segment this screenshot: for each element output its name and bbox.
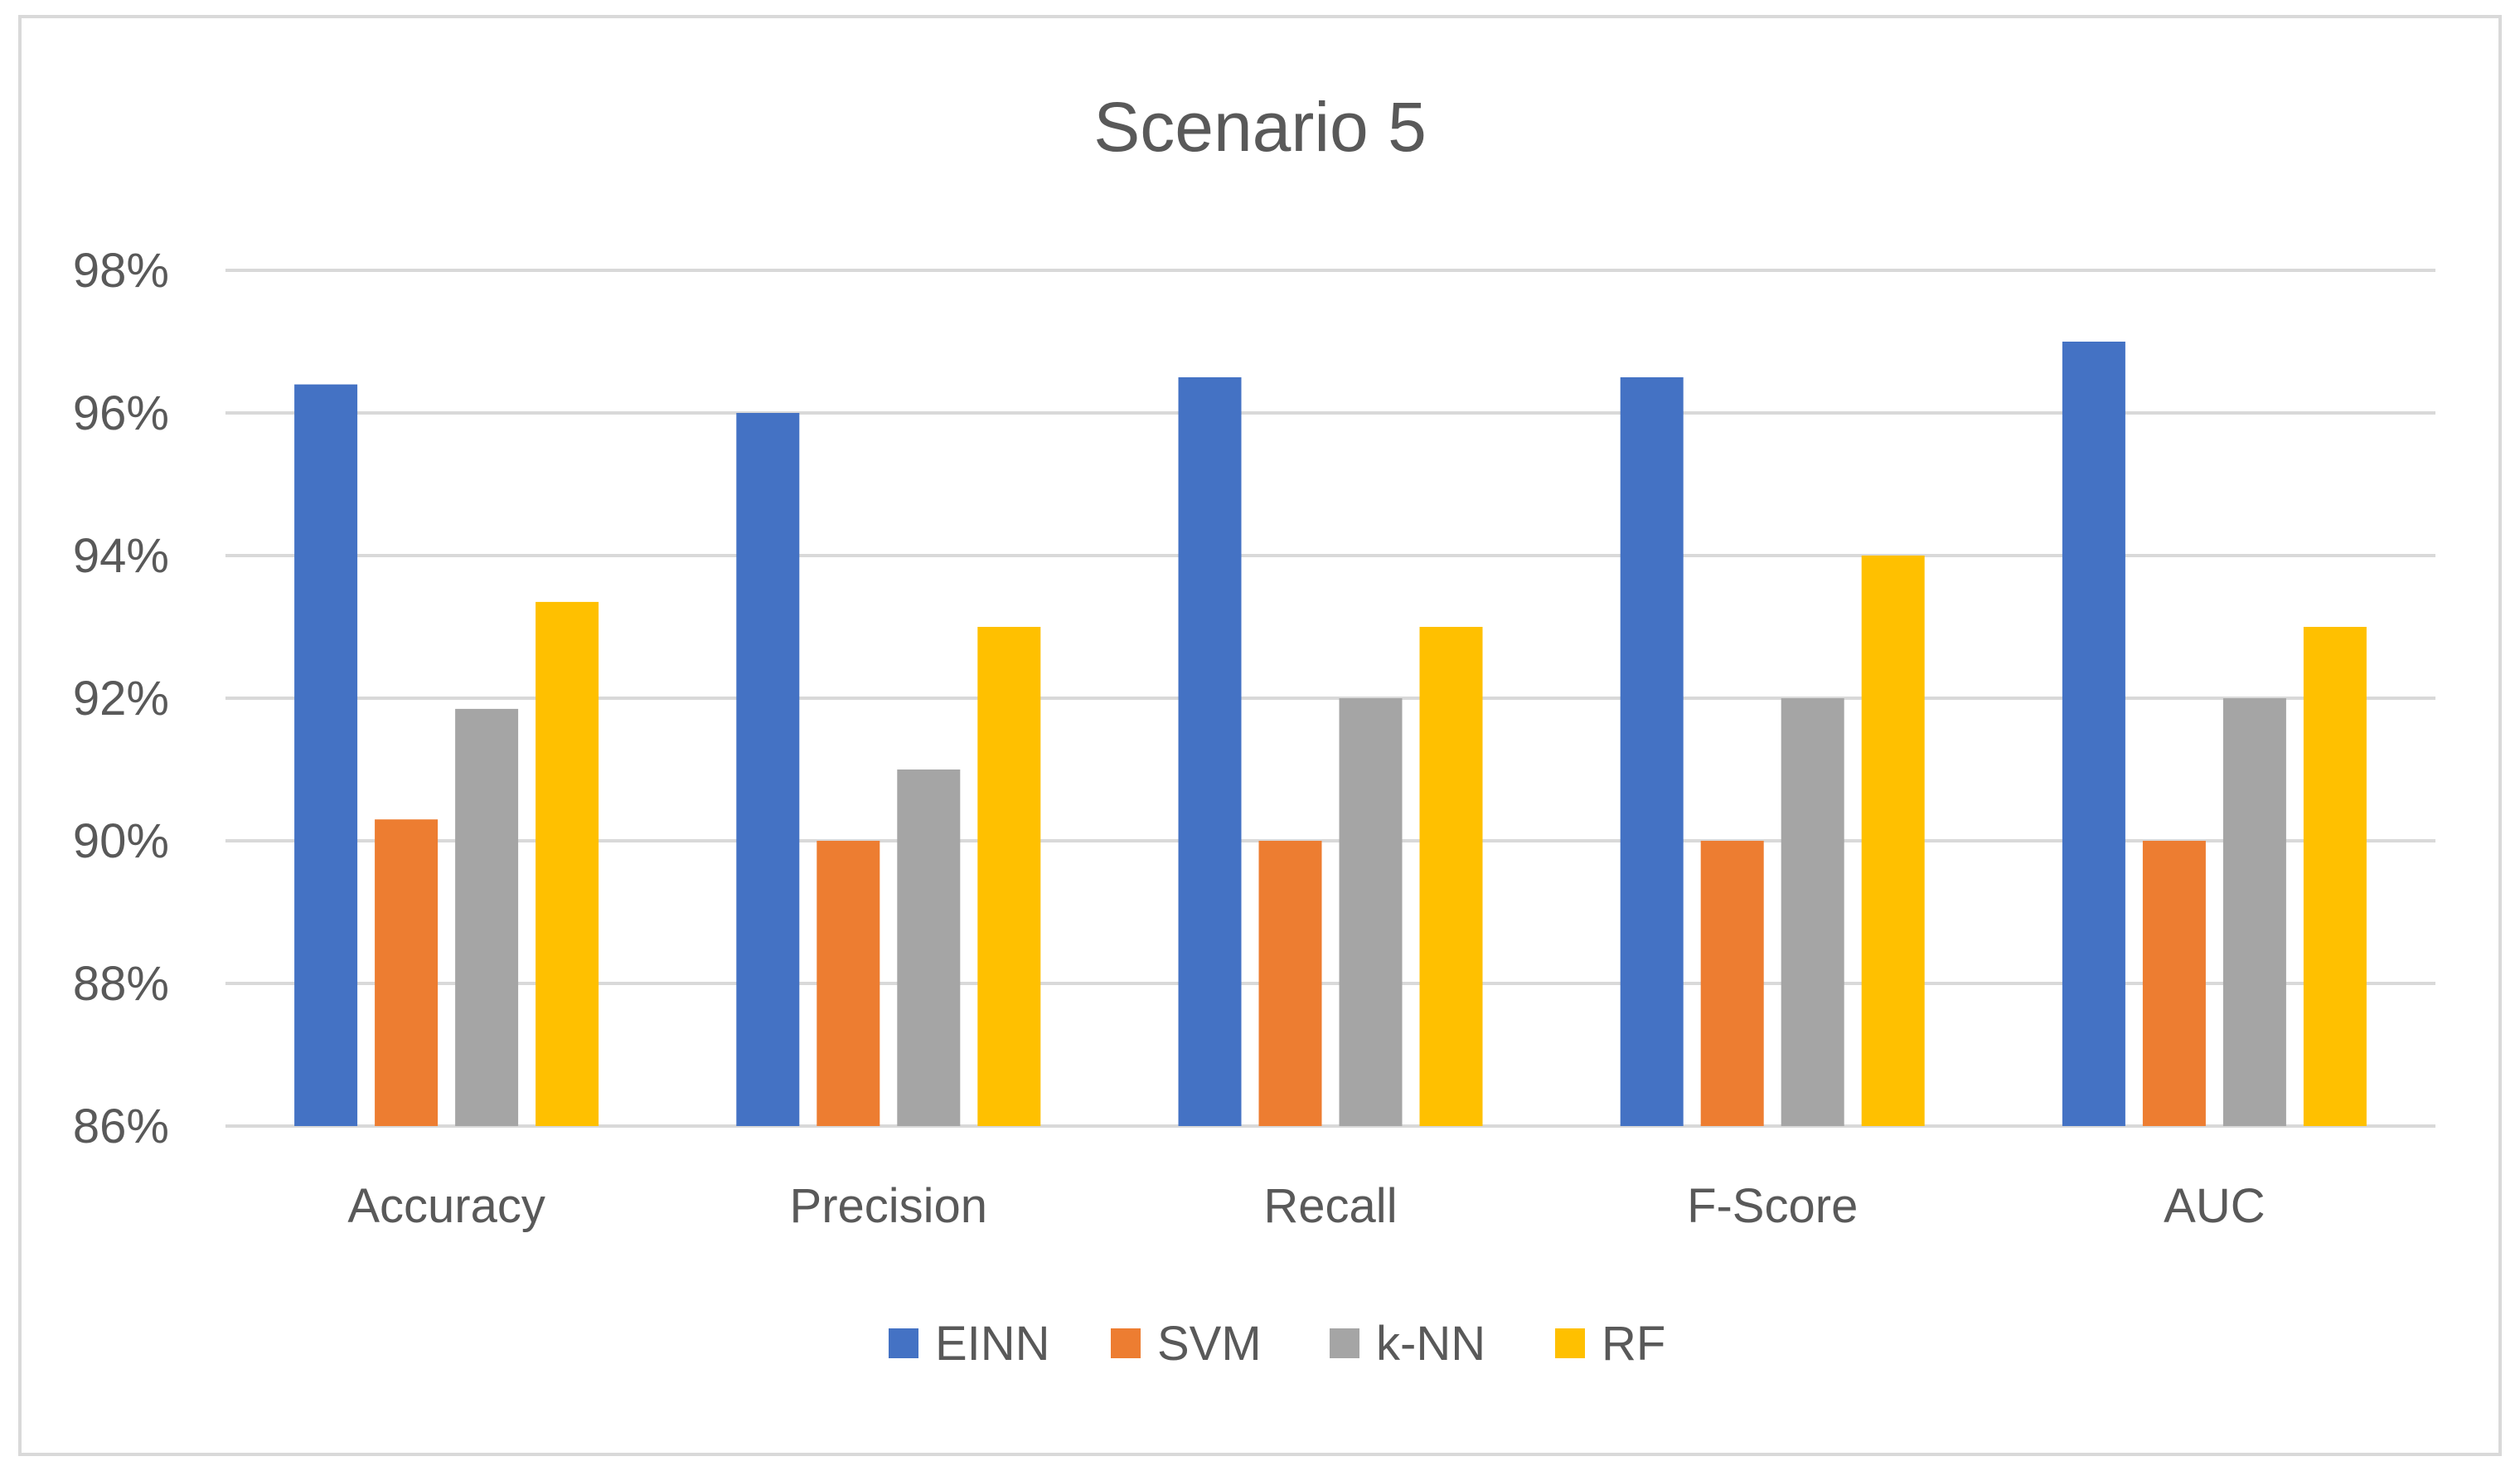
bar-einn-precision [736, 413, 800, 1126]
y-tick-label: 90% [73, 814, 169, 868]
bar-rf-auc [2303, 627, 2367, 1126]
legend-swatch [1330, 1328, 1359, 1358]
y-tick-label: 86% [73, 1100, 169, 1153]
bar-rf-precision [977, 627, 1041, 1126]
y-tick-label: 92% [73, 672, 169, 726]
y-axis-tick-labels: 86% 88% 90% 92% 94% 96% 98% [73, 244, 169, 1153]
bar-k-nn-auc [2222, 698, 2286, 1126]
chart-border [18, 15, 2502, 1456]
legend-swatch [1111, 1328, 1141, 1358]
legend-label: SVM [1157, 1317, 1262, 1371]
legend-label: EINN [935, 1317, 1050, 1371]
bar-rf-accuracy [536, 601, 599, 1126]
bar-svm-precision [817, 841, 880, 1126]
y-tick-label: 88% [73, 957, 169, 1011]
y-tick-label: 96% [73, 386, 169, 440]
x-category-label: Accuracy [347, 1179, 545, 1233]
x-category-label: AUC [2164, 1179, 2265, 1233]
bars [294, 342, 2367, 1127]
y-tick-label: 98% [73, 244, 169, 298]
x-category-label: Recall [1263, 1179, 1397, 1233]
bar-rf-f-score [1861, 556, 1925, 1126]
chart-title: Scenario 5 [1093, 88, 1427, 166]
bar-svm-f-score [1700, 841, 1764, 1126]
bar-svm-auc [2142, 841, 2206, 1126]
bar-rf-recall [1419, 627, 1483, 1126]
bar-svm-recall [1258, 841, 1322, 1126]
y-tick-label: 94% [73, 529, 169, 583]
bar-k-nn-f-score [1781, 698, 1844, 1126]
legend-swatch [1555, 1328, 1585, 1358]
x-axis-category-labels: Accuracy Precision Recall F-Score AUC [347, 1179, 2265, 1233]
legend: EINN SVM k-NN RF [889, 1317, 1665, 1371]
bar-einn-accuracy [294, 384, 358, 1127]
bar-svm-accuracy [375, 819, 439, 1126]
x-category-label: Precision [790, 1179, 988, 1233]
bar-einn-recall [1178, 377, 1242, 1126]
bar-k-nn-precision [897, 769, 961, 1126]
bar-einn-f-score [1620, 377, 1684, 1126]
x-category-label: F-Score [1687, 1179, 1858, 1233]
bar-k-nn-accuracy [455, 708, 519, 1126]
legend-label: RF [1602, 1317, 1665, 1371]
legend-swatch [889, 1328, 918, 1358]
bar-k-nn-recall [1339, 698, 1403, 1126]
bar-einn-auc [2062, 342, 2125, 1126]
legend-label: k-NN [1376, 1317, 1485, 1371]
